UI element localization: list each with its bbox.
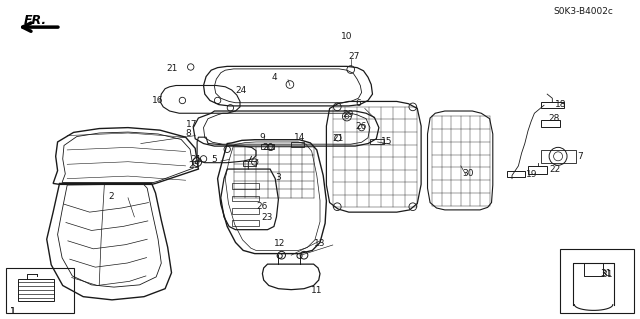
Text: 16: 16 — [152, 96, 164, 105]
Text: 28: 28 — [548, 114, 560, 123]
Text: 23: 23 — [261, 213, 273, 222]
Text: 21: 21 — [333, 134, 344, 143]
Text: S0K3-B4002c: S0K3-B4002c — [554, 7, 614, 16]
Text: 15: 15 — [381, 137, 392, 146]
Text: FR.: FR. — [24, 14, 47, 27]
Text: 5: 5 — [211, 155, 217, 164]
Text: 26: 26 — [355, 122, 367, 130]
Text: 27: 27 — [349, 52, 360, 61]
Text: 26: 26 — [256, 202, 268, 211]
Text: 12: 12 — [274, 239, 285, 248]
Text: 1: 1 — [10, 307, 16, 315]
Text: 8: 8 — [186, 129, 191, 138]
Text: 10: 10 — [341, 32, 353, 41]
Text: 6: 6 — [355, 100, 361, 108]
Text: 21: 21 — [191, 155, 202, 164]
Text: 24: 24 — [236, 86, 247, 95]
Text: 7: 7 — [577, 152, 583, 161]
Text: 22: 22 — [549, 165, 561, 174]
Text: 31: 31 — [602, 270, 613, 279]
Text: 9: 9 — [259, 133, 265, 142]
Text: 14: 14 — [294, 133, 306, 142]
Text: 3: 3 — [275, 173, 281, 182]
Text: 1: 1 — [10, 307, 16, 315]
Text: 17: 17 — [186, 120, 197, 129]
Text: 11: 11 — [311, 286, 323, 295]
Text: 19: 19 — [526, 170, 538, 179]
Text: 13: 13 — [314, 239, 325, 248]
Text: 25: 25 — [189, 161, 200, 170]
Text: 31: 31 — [600, 269, 612, 278]
Text: 20: 20 — [262, 143, 274, 152]
Text: 2: 2 — [109, 192, 115, 201]
Text: 21: 21 — [166, 64, 178, 73]
Text: 29: 29 — [342, 110, 354, 119]
Text: 30: 30 — [462, 169, 474, 178]
Text: 4: 4 — [272, 73, 278, 82]
Text: 18: 18 — [555, 100, 566, 109]
